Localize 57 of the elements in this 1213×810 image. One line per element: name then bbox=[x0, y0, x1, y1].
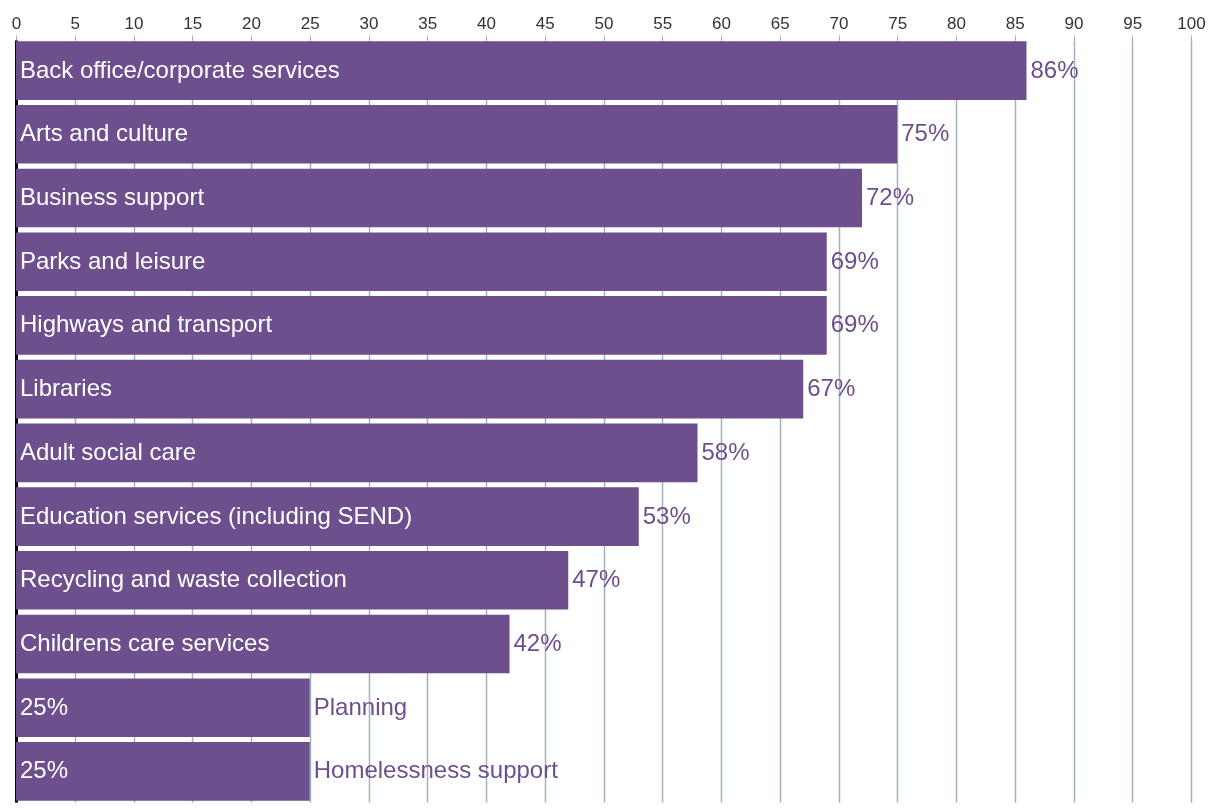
y-tick-label: Back office/corporate services bbox=[20, 55, 340, 83]
bar bbox=[16, 614, 510, 674]
x-tick-label: 75 bbox=[888, 13, 908, 33]
x-tick-label: 20 bbox=[242, 13, 261, 33]
y-tick-label: Parks and leisure bbox=[20, 246, 206, 274]
y-tick-label: Childrens care services bbox=[20, 628, 270, 656]
data-label: 72% bbox=[866, 183, 915, 211]
bar bbox=[16, 742, 310, 801]
bar bbox=[16, 296, 827, 355]
y-tick-label: Libraries bbox=[20, 374, 113, 402]
data-label: 58% bbox=[701, 437, 750, 465]
data-label: 25% bbox=[20, 692, 69, 720]
y-tick-label: Planning bbox=[313, 692, 408, 720]
x-tick-label: 45 bbox=[535, 13, 555, 33]
x-tick-label: 40 bbox=[477, 13, 496, 33]
x-tick-label: 10 bbox=[124, 13, 144, 33]
x-tick-label: 30 bbox=[359, 13, 379, 33]
x-tick-label: 55 bbox=[653, 13, 673, 33]
bar bbox=[16, 423, 698, 483]
bar bbox=[16, 232, 827, 292]
x-tick-label: 90 bbox=[1064, 13, 1084, 33]
data-label: 25% bbox=[20, 756, 69, 784]
x-tick-label: 15 bbox=[183, 13, 203, 33]
x-tick-label: 5 bbox=[70, 13, 80, 33]
x-tick-label: 25 bbox=[300, 13, 320, 33]
y-tick-label: Business support bbox=[20, 183, 205, 211]
y-tick-label: Recycling and waste collection bbox=[20, 565, 347, 593]
y-tick-label: Arts and culture bbox=[20, 119, 189, 147]
data-label: 69% bbox=[830, 310, 879, 338]
x-tick-label: 100 bbox=[1177, 13, 1206, 33]
data-label: 53% bbox=[642, 501, 691, 529]
data-label: 42% bbox=[513, 628, 562, 656]
y-tick-label: Homelessness support bbox=[313, 756, 559, 784]
data-label: 69% bbox=[830, 246, 879, 274]
bar bbox=[16, 104, 898, 164]
bar bbox=[16, 550, 569, 610]
x-tick-label: 95 bbox=[1123, 13, 1143, 33]
x-tick-label: 65 bbox=[770, 13, 790, 33]
data-label: 47% bbox=[572, 565, 621, 593]
x-tick-label: 0 bbox=[11, 13, 22, 33]
bar bbox=[16, 359, 804, 419]
bar bbox=[16, 168, 862, 228]
x-tick-label: 80 bbox=[947, 13, 966, 33]
y-tick-label: Highways and transport bbox=[20, 310, 273, 338]
x-tick-label: 50 bbox=[594, 13, 614, 33]
y-tick-label: Education services (including SEND) bbox=[20, 501, 413, 529]
x-tick-label: 35 bbox=[418, 13, 438, 33]
x-tick-label: 60 bbox=[712, 13, 731, 33]
bar bbox=[16, 487, 639, 546]
bar bbox=[16, 678, 310, 738]
data-label: 86% bbox=[1030, 55, 1079, 83]
x-tick-label: 70 bbox=[829, 13, 849, 33]
x-tick-label: 85 bbox=[1005, 13, 1025, 33]
bar bbox=[16, 41, 1027, 100]
y-tick-label: Adult social care bbox=[20, 437, 197, 465]
data-label: 67% bbox=[807, 374, 856, 402]
data-label: 75% bbox=[901, 119, 950, 147]
